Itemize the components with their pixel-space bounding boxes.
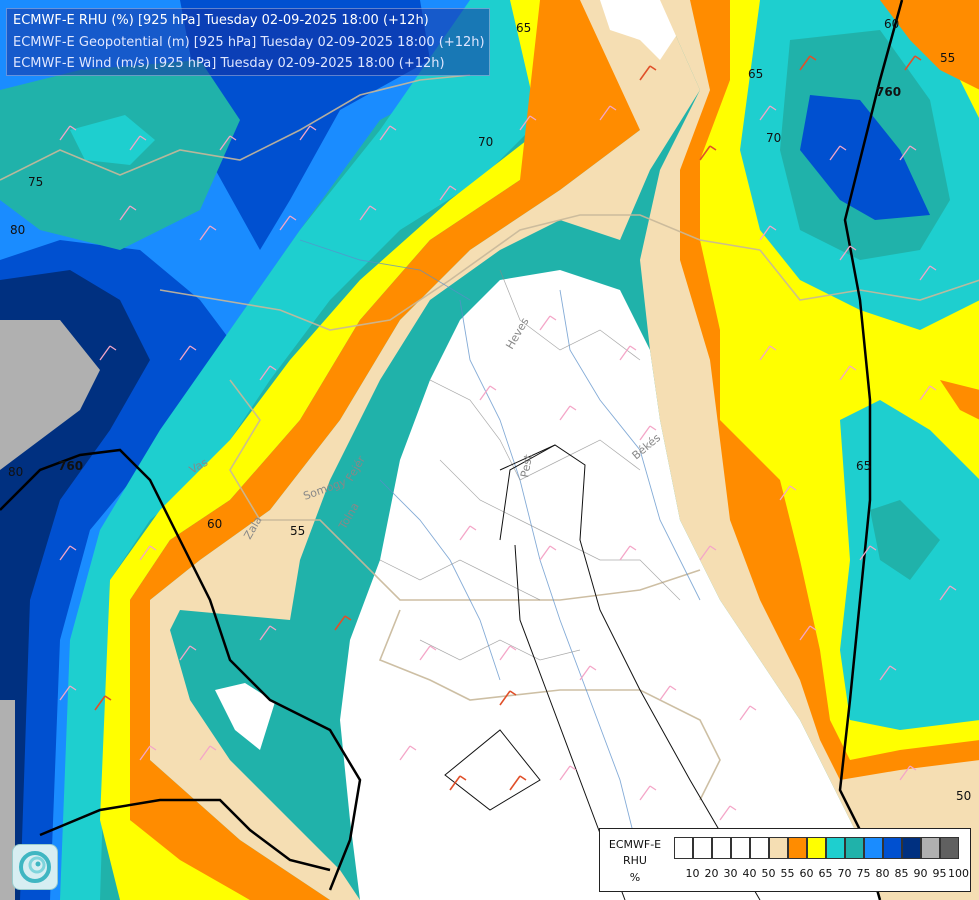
legend-tick-label: 40 (742, 867, 757, 880)
contour-label-70-upper: 70 (478, 135, 493, 149)
geopotential-label-760-right: 760 (876, 85, 901, 99)
legend-tick-label: 85 (894, 867, 909, 880)
geopotential-label-group: 760 760 (58, 85, 901, 473)
county-borders (379, 269, 681, 661)
transition-bands (60, 0, 640, 900)
contour-label-80-lower-left: 80 (8, 465, 23, 479)
contour-label-60-top-right: 60 (884, 17, 899, 31)
legend-tick-label: 70 (837, 867, 852, 880)
band-below-50-small (215, 683, 275, 750)
map-header: ECMWF-E RHU (%) [925 hPa] Tuesday 02-09-… (6, 8, 490, 76)
header-rhu-line: ECMWF-E RHU (%) [925 hPa] Tuesday 02-09-… (13, 13, 429, 28)
legend-swatch (845, 837, 864, 859)
legend-swatch (693, 837, 712, 859)
legend-tick-label: 65 (818, 867, 833, 880)
contour-label-65-top: 65 (516, 21, 531, 35)
legend-tick-label: 60 (799, 867, 814, 880)
provider-logo (12, 844, 58, 890)
place-label-pest: Pest (518, 453, 535, 479)
legend-unit: % (629, 871, 641, 884)
legend-tick-label: 20 (704, 867, 719, 880)
legend-swatch (769, 837, 788, 859)
wind-barbs-strong (94, 55, 922, 791)
contour-label-70-right: 70 (766, 131, 781, 145)
geopotential-label-760-left: 760 (58, 459, 83, 473)
legend-swatch (807, 837, 826, 859)
legend-swatch (864, 837, 883, 859)
swirl-logo-icon (19, 851, 51, 883)
contour-label-65-right-top: 65 (748, 67, 763, 81)
legend-swatch (788, 837, 807, 859)
legend-tick-label: 50 (761, 867, 776, 880)
legend-tick-label: 80 (875, 867, 890, 880)
legend-swatch (940, 837, 959, 859)
east-humidity-bands (640, 0, 979, 900)
geopotential-lines (0, 0, 904, 900)
legend-title-variable: RHU (623, 854, 647, 867)
legend-swatch (750, 837, 769, 859)
legend-tick-label: 55 (780, 867, 795, 880)
legend-tick-label: 75 (856, 867, 871, 880)
contour-label-75-left: 75 (28, 175, 43, 189)
contour-label-group: 65 70 75 80 60 55 80 65 70 55 65 50 60 (8, 17, 971, 803)
legend-tick-label: 95 (932, 867, 947, 880)
legend-title-model: ECMWF-E (608, 838, 662, 851)
legend-swatch (674, 837, 693, 859)
wind-barbs (59, 105, 957, 821)
contour-label-65-right-mid: 65 (856, 459, 871, 473)
legend-tick-label: 90 (913, 867, 928, 880)
contour-label-50-bottom-right: 50 (956, 789, 971, 803)
legend-tick-label: 100 (948, 867, 969, 880)
band-below-50 (340, 270, 880, 900)
legend-tick-label: 10 (685, 867, 700, 880)
legend-swatch (921, 837, 940, 859)
legend-swatch (902, 837, 921, 859)
band-50-55 (150, 0, 700, 900)
contour-label-60-left: 60 (207, 517, 222, 531)
header-wind-line: ECMWF-E Wind (m/s) [925 hPa] Tuesday 02-… (13, 56, 445, 71)
legend-swatch (883, 837, 902, 859)
contour-label-55-right-top: 55 (940, 51, 955, 65)
contour-label-80-left: 80 (10, 223, 25, 237)
legend-swatch (731, 837, 750, 859)
legend-swatch (712, 837, 731, 859)
contour-label-55-center: 55 (290, 524, 305, 538)
rhu-legend: ECMWF-E RHU % 10 20 30 40 50 55 60 65 70 75 80 85 90… (599, 828, 971, 892)
legend-swatch (826, 837, 845, 859)
country-borders (0, 74, 979, 801)
legend-tick-label: 30 (723, 867, 738, 880)
header-geopotential-line: ECMWF-E Geopotential (m) [925 hPa] Tuesd… (13, 34, 485, 50)
